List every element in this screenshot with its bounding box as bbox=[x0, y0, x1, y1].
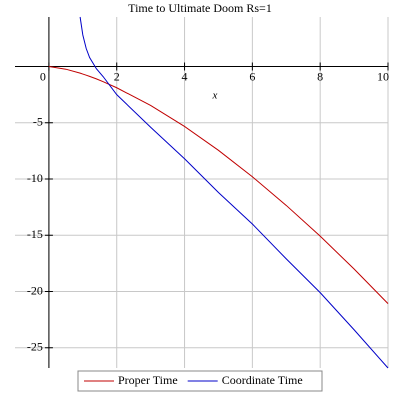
y-tick-label: -10 bbox=[27, 171, 43, 185]
chart-title: Time to Ultimate Doom Rs=1 bbox=[128, 1, 272, 15]
x-tick-label: 10 bbox=[377, 69, 389, 83]
x-tick-label: 8 bbox=[317, 69, 323, 83]
x-tick-label: 4 bbox=[182, 69, 188, 83]
x-tick-label: 6 bbox=[249, 69, 255, 83]
legend-label: Proper Time bbox=[118, 373, 178, 387]
x-axis-label: x bbox=[212, 90, 218, 102]
y-tick-label: -20 bbox=[27, 283, 43, 297]
y-tick-label: -25 bbox=[27, 340, 43, 354]
legend-label: Coordinate Time bbox=[222, 373, 303, 387]
y-tick-label: -15 bbox=[27, 227, 43, 241]
data-line bbox=[48, 66, 389, 304]
x-tick-label: 0 bbox=[40, 69, 46, 83]
x-tick-label: 2 bbox=[114, 69, 120, 83]
y-tick-label: -5 bbox=[33, 115, 43, 129]
data-line bbox=[79, 16, 389, 369]
